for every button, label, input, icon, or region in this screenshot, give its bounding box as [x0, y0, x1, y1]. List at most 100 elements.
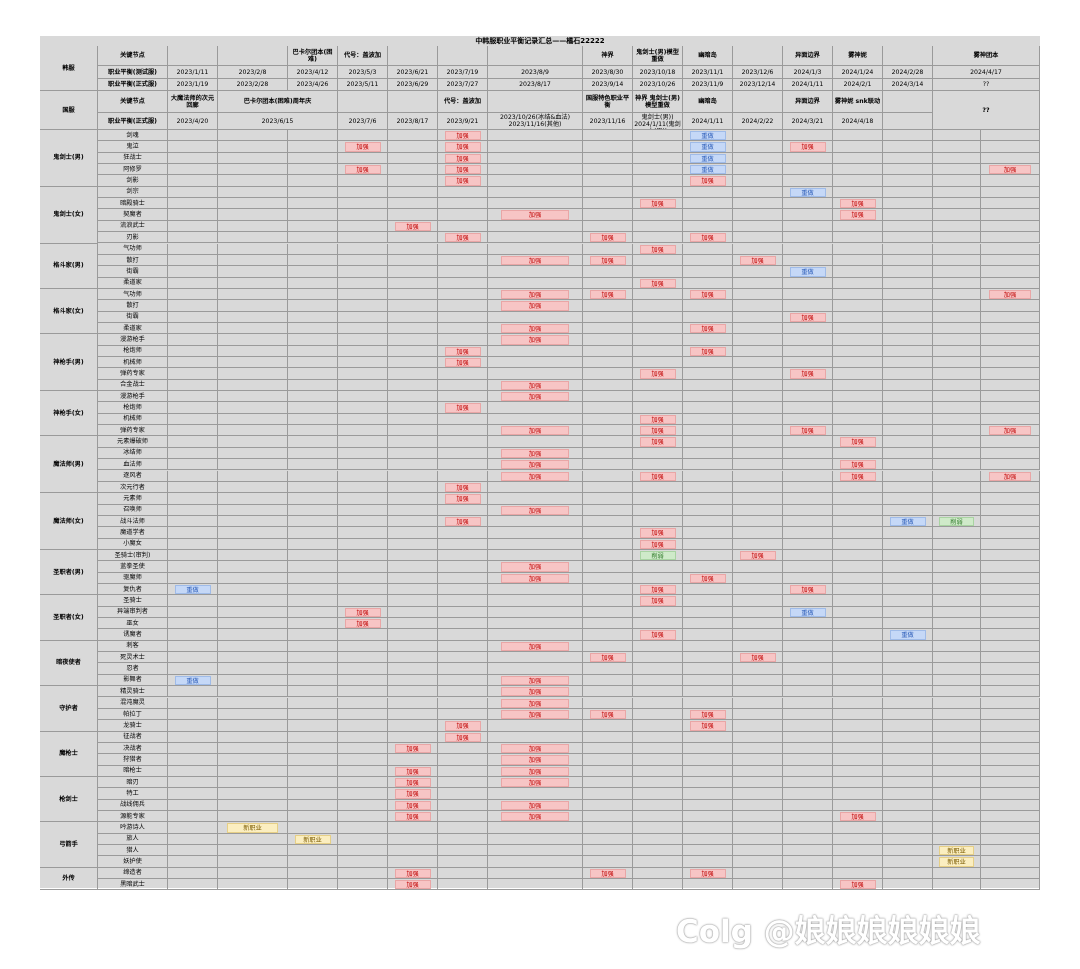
balance-cell	[488, 686, 583, 698]
kr-event: 雾神妮	[833, 46, 883, 66]
balance-cell	[783, 663, 833, 675]
class-name: 旅人	[98, 833, 168, 846]
balance-cell	[683, 663, 733, 675]
balance-cell	[288, 674, 338, 687]
balance-cell	[338, 232, 388, 244]
balance-cell	[733, 322, 783, 335]
balance-cell	[633, 663, 683, 675]
balance-cell	[388, 220, 438, 233]
balance-cell	[338, 618, 388, 630]
balance-cell	[583, 618, 633, 630]
cn-live-date: ??	[933, 91, 1040, 130]
balance-cell	[683, 425, 733, 437]
buff-tag: 加强	[500, 392, 570, 402]
balance-cell	[783, 833, 833, 846]
balance-cell	[683, 288, 733, 301]
balance-cell	[488, 220, 583, 233]
balance-cell	[438, 300, 488, 312]
balance-cell	[933, 232, 981, 244]
balance-cell	[933, 413, 981, 426]
balance-cell	[388, 277, 438, 289]
kr-test-label: 职业平衡(测试服)	[98, 66, 168, 79]
balance-cell	[883, 391, 933, 403]
balance-cell	[288, 141, 338, 153]
balance-cell	[633, 198, 683, 210]
balance-cell	[218, 402, 288, 414]
balance-cell	[438, 379, 488, 392]
balance-cell	[388, 504, 438, 516]
balance-cell	[288, 300, 338, 312]
balance-cell	[218, 833, 288, 846]
balance-cell	[583, 504, 633, 516]
buff-tag: 加强	[639, 244, 676, 254]
class-name: 散打	[98, 254, 168, 267]
balance-cell	[388, 776, 438, 789]
balance-cell	[933, 538, 981, 550]
balance-cell	[833, 493, 883, 505]
balance-cell	[933, 288, 981, 301]
kr-event: 异面边界	[783, 46, 833, 66]
balance-cell	[783, 504, 833, 516]
balance-cell	[168, 731, 218, 743]
balance-cell	[168, 175, 218, 187]
balance-cell	[883, 822, 933, 834]
balance-cell	[338, 867, 388, 880]
buff-tag: 加强	[639, 528, 676, 538]
balance-cell	[683, 538, 733, 550]
balance-cell	[388, 731, 438, 743]
balance-cell	[388, 652, 438, 664]
balance-cell	[388, 447, 438, 460]
balance-cell	[783, 334, 833, 346]
balance-cell	[783, 186, 833, 199]
balance-cell	[883, 845, 933, 857]
balance-cell	[438, 459, 488, 471]
balance-cell	[583, 822, 633, 834]
balance-cell	[833, 606, 883, 619]
balance-cell	[783, 629, 833, 641]
balance-cell	[883, 652, 933, 664]
balance-cell	[388, 595, 438, 607]
balance-cell	[633, 357, 683, 369]
balance-cell	[883, 515, 933, 528]
balance-cell	[933, 742, 981, 755]
balance-cell	[833, 845, 883, 857]
balance-cell	[583, 368, 633, 380]
balance-cell	[168, 164, 218, 176]
balance-cell	[338, 674, 388, 687]
balance-cell	[933, 243, 981, 255]
balance-cell	[981, 845, 1040, 857]
balance-cell	[633, 288, 683, 301]
balance-cell	[388, 697, 438, 709]
balance-cell	[218, 232, 288, 244]
balance-cell	[981, 322, 1040, 335]
balance-cell	[168, 334, 218, 346]
balance-cell	[388, 799, 438, 811]
balance-cell	[218, 549, 288, 562]
balance-cell	[733, 232, 783, 244]
balance-cell	[733, 515, 783, 528]
balance-cell	[583, 572, 633, 584]
balance-cell	[338, 266, 388, 278]
balance-cell	[783, 708, 833, 721]
balance-cell	[438, 549, 488, 562]
class-name: 混沌魔灵	[98, 697, 168, 709]
group-name: 圣职者(女)	[40, 595, 98, 641]
balance-cell	[168, 606, 218, 619]
balance-cell	[168, 209, 218, 221]
balance-cell	[488, 652, 583, 664]
balance-cell	[338, 357, 388, 369]
balance-cell	[388, 663, 438, 675]
balance-cell	[168, 867, 218, 880]
balance-cell	[733, 788, 783, 800]
class-name: 血法师	[98, 459, 168, 471]
balance-cell	[168, 413, 218, 426]
balance-cell	[388, 606, 438, 619]
balance-cell	[733, 481, 783, 494]
balance-cell	[633, 708, 683, 721]
kr-test-date: 2024/4/17	[933, 66, 1040, 79]
balance-cell	[218, 504, 288, 516]
balance-cell	[933, 776, 981, 789]
balance-cell	[288, 527, 338, 539]
balance-cell	[683, 595, 733, 607]
balance-cell	[488, 311, 583, 323]
